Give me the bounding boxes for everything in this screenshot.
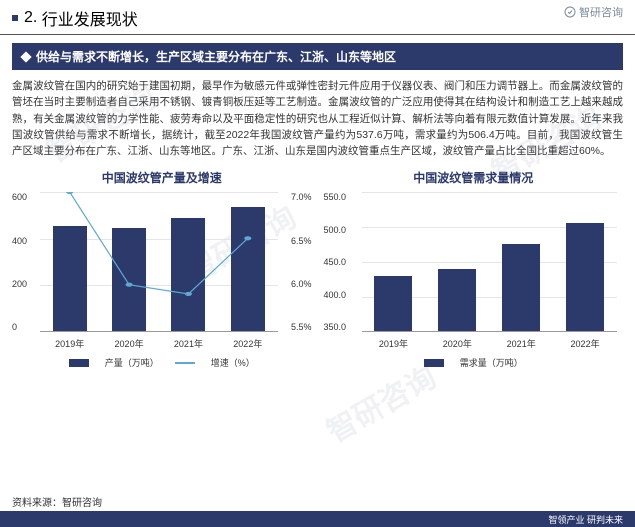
section-number: 2. — [24, 9, 37, 27]
ytick: 400 — [12, 236, 40, 246]
ytick: 400.0 — [324, 290, 362, 300]
brand-label: 智研咨询 — [564, 4, 623, 20]
x-label: 2021年 — [174, 337, 203, 350]
x-label: 2020年 — [443, 337, 472, 350]
section-title: 行业发展现状 — [42, 6, 138, 30]
x-label: 2022年 — [571, 337, 600, 350]
x-label: 2019年 — [55, 337, 84, 350]
section-header: 2. 行业发展现状 — [0, 0, 635, 35]
x-label: 2021年 — [507, 337, 536, 350]
x-labels-left: 2019年 2020年 2021年 2022年 — [40, 334, 278, 352]
brand-icon — [564, 6, 576, 18]
ytick: 350.0 — [324, 322, 362, 332]
ytick: 500.0 — [324, 225, 362, 235]
legend-right: 需求量（万吨） — [324, 356, 624, 369]
y-axis-left2: 550.0 500.0 450.0 400.0 350.0 — [324, 192, 362, 332]
ytick: 0 — [12, 322, 40, 332]
legend-bar-swatch — [424, 359, 444, 367]
chart-right-area: 550.0 500.0 450.0 400.0 350.0 2019年 2020年… — [324, 192, 624, 352]
bars-left — [40, 192, 278, 331]
chart-left-area: 600 400 200 0 7.0% 6.5% 6.0% 5.5% 2019年2… — [12, 192, 312, 352]
legend-line-label: 增速（%） — [211, 356, 255, 369]
bar — [502, 244, 540, 331]
body-paragraph: 金属波纹管在国内的研究始于建国初期，最早作为敏感元件或弹性密封元件应用于仪器仪表… — [0, 70, 635, 163]
bars-right — [362, 192, 618, 331]
y-axis-left: 600 400 200 0 — [12, 192, 40, 332]
bar — [374, 276, 412, 332]
x-label: 2022年 — [233, 337, 262, 350]
bar — [438, 269, 476, 332]
header-bullet — [12, 15, 18, 21]
chart-left-title: 中国波纹管产量及增速 — [12, 169, 312, 186]
bar — [53, 226, 87, 331]
ytick: 7.0% — [278, 192, 312, 202]
legend-bar-label: 产量（万吨） — [105, 356, 159, 369]
source-label: 资料来源：智研咨询 — [12, 494, 102, 509]
chart-production: 中国波纹管产量及增速 600 400 200 0 7.0% 6.5% 6.0% … — [12, 163, 312, 369]
subtitle-text: 供给与需求不断增长，生产区域主要分布在广东、江浙、山东等地区 — [36, 48, 396, 65]
ytick: 550.0 — [324, 192, 362, 202]
bar — [231, 207, 265, 332]
charts-container: 中国波纹管产量及增速 600 400 200 0 7.0% 6.5% 6.0% … — [0, 163, 635, 369]
bar — [566, 223, 604, 331]
chart-right-title: 中国波纹管需求量情况 — [324, 169, 624, 186]
footer-bar: 智领产业 研判未来 — [0, 511, 635, 527]
legend-left: 产量（万吨） 增速（%） — [12, 356, 312, 369]
x-labels-right: 2019年 2020年 2021年 2022年 — [362, 334, 618, 352]
bar — [112, 228, 146, 331]
ytick: 6.0% — [278, 279, 312, 289]
ytick: 5.5% — [278, 322, 312, 332]
ytick: 200 — [12, 279, 40, 289]
plot-right — [362, 192, 618, 332]
legend-bar-label: 需求量（万吨） — [460, 356, 523, 369]
ytick: 600 — [12, 192, 40, 202]
y-axis-right: 7.0% 6.5% 6.0% 5.5% — [278, 192, 312, 332]
brand-text: 智研咨询 — [579, 4, 623, 20]
x-label: 2019年 — [379, 337, 408, 350]
subtitle-bar: 供给与需求不断增长，生产区域主要分布在广东、江浙、山东等地区 — [12, 43, 623, 70]
diamond-icon — [20, 51, 31, 62]
bar — [171, 218, 205, 332]
legend-line-swatch — [175, 362, 195, 364]
footer-text: 智领产业 研判未来 — [548, 513, 623, 526]
ytick: 450.0 — [324, 257, 362, 267]
ytick: 6.5% — [278, 236, 312, 246]
x-label: 2020年 — [115, 337, 144, 350]
chart-demand: 中国波纹管需求量情况 550.0 500.0 450.0 400.0 350.0… — [324, 163, 624, 369]
plot-left — [40, 192, 278, 332]
legend-bar-swatch — [69, 359, 89, 367]
